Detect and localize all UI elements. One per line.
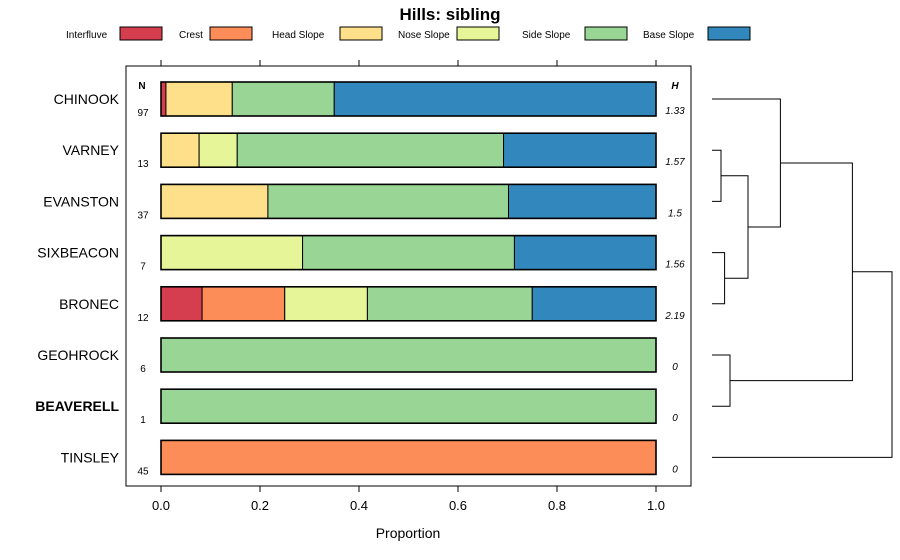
legend-label: Nose Slope: [398, 30, 450, 41]
legend-label: Head Slope: [272, 30, 325, 41]
bars: [160, 81, 657, 476]
row-label: EVANSTON: [43, 193, 119, 209]
dendrogram-branch: [712, 354, 731, 407]
bar-segment: [507, 183, 657, 219]
h-value: 1.56: [665, 260, 685, 271]
h-value: 0: [672, 413, 678, 424]
bar-segment: [198, 132, 238, 168]
dendrogram-branch: [712, 98, 781, 228]
dendrogram-branch: [712, 271, 893, 458]
legend-label: Interfluve: [66, 30, 108, 41]
n-value: 6: [140, 364, 146, 375]
bar-segment: [366, 286, 533, 322]
bar-segment: [160, 388, 657, 424]
n-value: 7: [140, 262, 146, 273]
dendrogram: [712, 98, 893, 458]
legend-swatch: [707, 26, 751, 41]
bar-segment: [201, 286, 286, 322]
bar-outline: [160, 439, 657, 476]
h-value: 1.57: [665, 157, 685, 168]
bar-segment: [302, 235, 515, 271]
row-label: BEAVERELL: [35, 398, 119, 414]
x-tick-label: 0.2: [251, 498, 269, 513]
row-label: TINSLEY: [61, 449, 120, 465]
bar-segment: [231, 81, 335, 117]
dendrogram-branch: [712, 149, 722, 202]
row-label: CHINOOK: [54, 91, 120, 107]
h-value: 0: [672, 464, 678, 475]
x-axis: 0.0 0.2 0.4 0.6 0.8 1.0: [152, 60, 665, 513]
bar-outline: [160, 285, 657, 322]
bar-outline: [160, 183, 657, 220]
bar-segment: [531, 286, 657, 322]
bar-outline: [160, 337, 657, 373]
n-value: 12: [137, 313, 149, 324]
bar-segment: [160, 286, 203, 322]
bar-outline: [160, 388, 657, 425]
bar-outline: [160, 81, 657, 117]
x-axis-label: Proportion: [376, 525, 441, 541]
legend-swatch: [339, 26, 383, 41]
x-tick-label: 0.8: [548, 498, 566, 513]
n-value: 45: [137, 466, 149, 477]
legend-label: Crest: [179, 30, 203, 41]
bar-segment: [160, 439, 657, 475]
h-value: 2.19: [664, 311, 685, 322]
legend-label: Base Slope: [643, 30, 695, 41]
bar-segment: [333, 81, 657, 117]
bar-segment: [513, 235, 657, 271]
legend-swatch: [584, 26, 628, 41]
bar-outline: [160, 132, 657, 168]
bar-segment: [160, 337, 657, 373]
bar-outline: [160, 234, 657, 271]
legend-label: Side Slope: [522, 30, 571, 41]
bar-segment: [160, 183, 269, 219]
x-tick-label: 0.6: [449, 498, 467, 513]
row-label: BRONEC: [59, 296, 119, 312]
n-value: 97: [137, 108, 149, 119]
bar-segment: [165, 81, 233, 117]
legend-swatch: [456, 26, 500, 41]
bar-segment: [503, 132, 657, 168]
x-tick-label: 0.0: [152, 498, 170, 513]
h-value: 1.33: [665, 106, 685, 117]
legend-swatch: [119, 26, 163, 41]
bar-segment: [236, 132, 505, 168]
n-value: 1: [140, 415, 146, 426]
x-tick-label: 1.0: [647, 498, 665, 513]
row-label: VARNEY: [62, 142, 119, 158]
row-labels: CHINOOK 97 1.33 VARNEY 13 1.57 EVANSTON 37 1.5 SI…: [35, 91, 685, 477]
h-value: 0: [672, 362, 678, 373]
legend-swatch: [209, 26, 253, 41]
h-value: 1.5: [668, 208, 682, 219]
n-value: 13: [137, 159, 149, 170]
n-value: 37: [137, 210, 149, 221]
row-label: SIXBEACON: [37, 245, 119, 261]
h-column-header: H: [671, 81, 679, 92]
plot-frame: [125, 65, 692, 487]
bar-segment: [284, 286, 368, 322]
x-tick-label: 0.4: [350, 498, 368, 513]
bar-segment: [160, 132, 200, 168]
legend: Interfluve Crest Head Slope Nose Slope Side …: [66, 26, 751, 41]
n-column-header: N: [138, 81, 145, 92]
dendrogram-branch: [712, 252, 726, 305]
bar-segment: [267, 183, 509, 219]
bar-segment: [160, 235, 304, 271]
chart-title: Hills: sibling: [399, 5, 500, 24]
row-label: GEOHROCK: [37, 347, 119, 363]
